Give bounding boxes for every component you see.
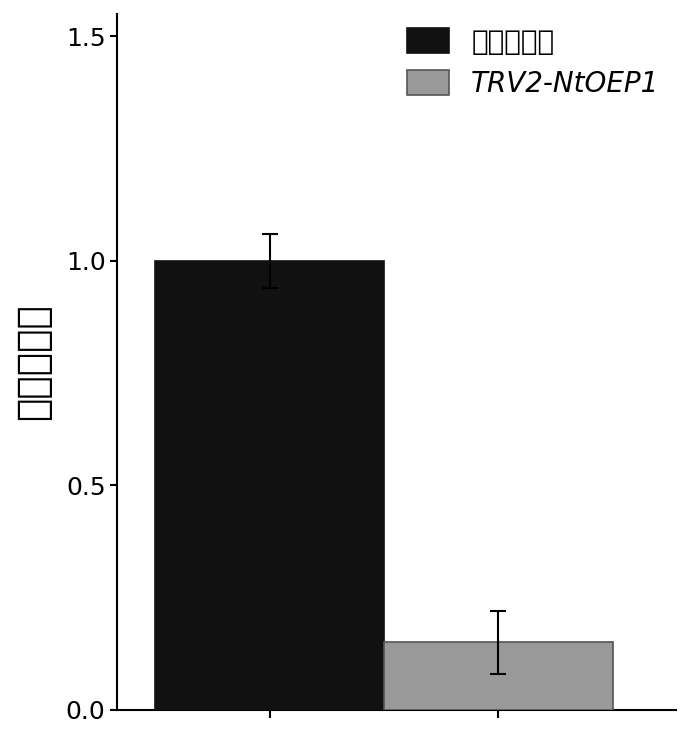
Bar (155, 261, 384, 710)
Y-axis label: 相对表达量: 相对表达量 (14, 303, 52, 420)
Bar (384, 642, 613, 710)
Legend: 空载体对照, TRV2-NtOEP1: 空载体对照, TRV2-NtOEP1 (393, 14, 673, 111)
